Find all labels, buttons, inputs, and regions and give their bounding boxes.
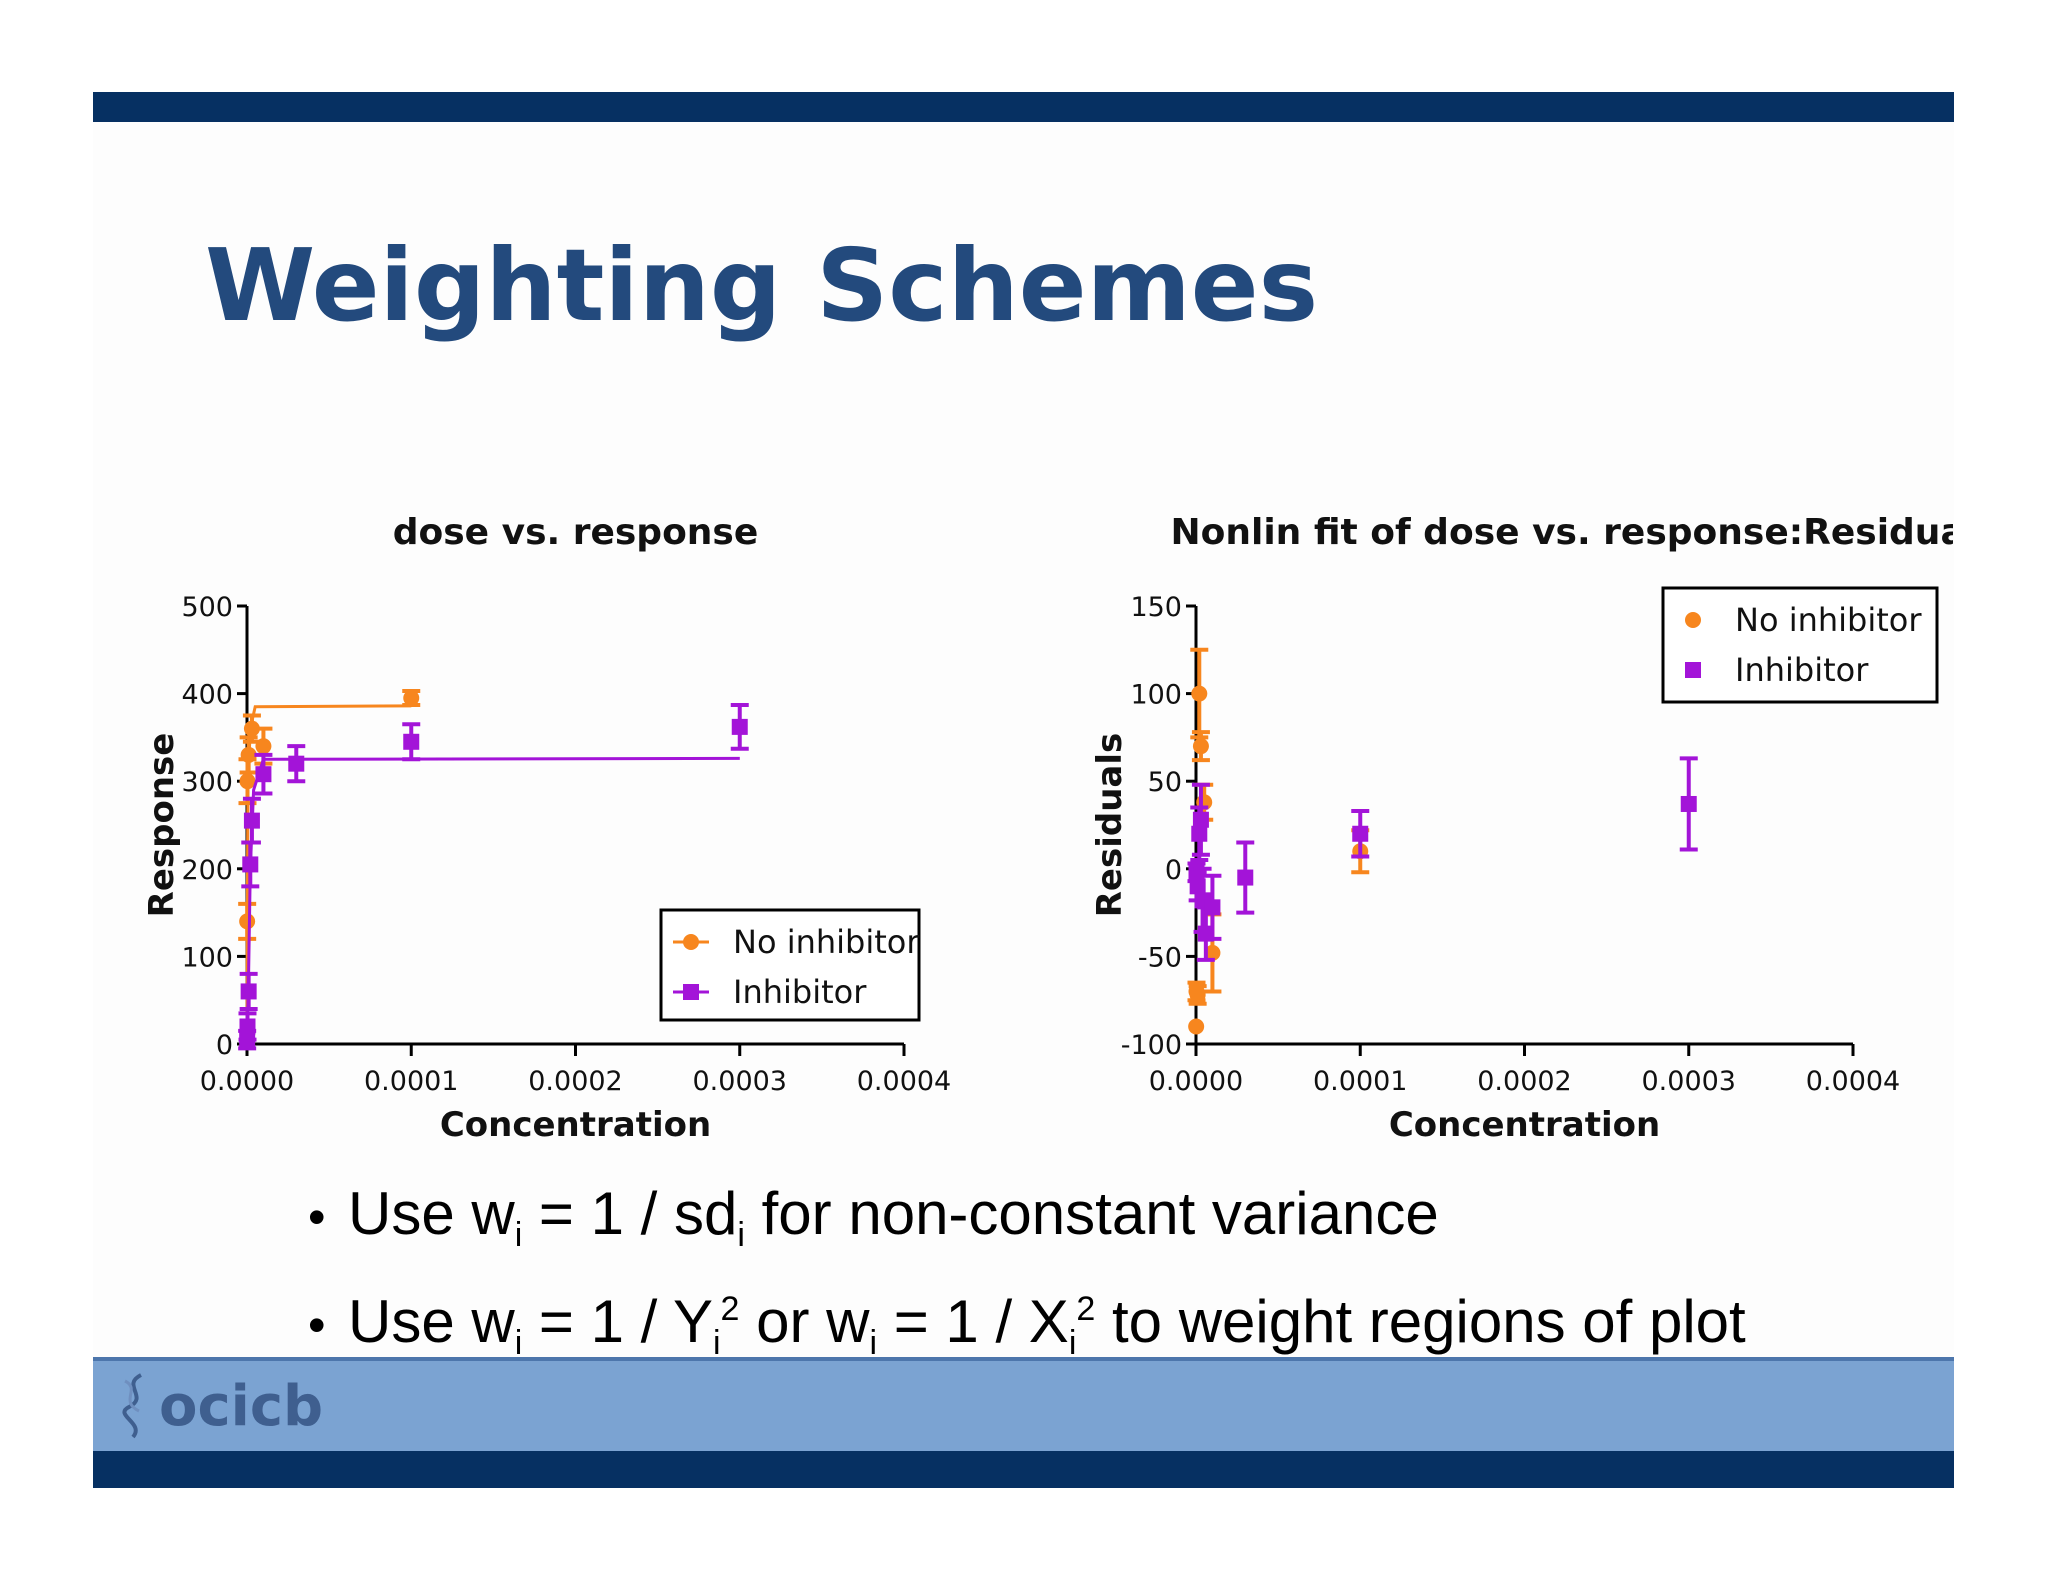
x-tick-label: 0.0001 <box>364 1066 458 1097</box>
data-point-inhibitor <box>1192 811 1209 828</box>
x-tick-label: 0.0004 <box>1806 1066 1900 1097</box>
helix-icon <box>122 1373 143 1439</box>
y-tick-label: -100 <box>1121 1030 1182 1061</box>
y-axis-label: Residuals <box>1090 733 1130 918</box>
data-point-inhibitor <box>242 856 259 873</box>
y-tick-label: 50 <box>1148 767 1182 798</box>
data-point-no-inhibitor <box>1204 944 1221 961</box>
data-point-inhibitor <box>288 755 305 772</box>
data-point-inhibitor <box>731 718 748 735</box>
data-point-inhibitor <box>1680 795 1697 812</box>
legend-label: Inhibitor <box>733 973 867 1011</box>
data-point-inhibitor <box>1352 825 1369 842</box>
data-point-inhibitor <box>239 1018 256 1035</box>
slide-title: Weighting Schemes <box>205 227 1319 344</box>
x-tick-label: 0.0001 <box>1313 1066 1407 1097</box>
chart-title: Nonlin fit of dose vs. response:Residual… <box>1171 512 1954 553</box>
legend-marker-circle <box>683 934 699 950</box>
data-point-inhibitor <box>240 983 257 1000</box>
data-point-no-inhibitor <box>239 773 256 790</box>
y-tick-label: 150 <box>1130 592 1182 623</box>
y-tick-label: 400 <box>181 680 233 711</box>
x-axis-label: Concentration <box>1389 1105 1660 1145</box>
legend-marker-square <box>683 984 699 1000</box>
legend-label: No inhibitor <box>733 923 920 961</box>
x-tick-label: 0.0000 <box>200 1066 294 1097</box>
legend-label: No inhibitor <box>1735 601 1922 639</box>
bullet-item-2: • Use wi = 1 / Yi2 or wi = 1 / Xi2 to wei… <box>308 1288 1746 1362</box>
x-axis-label: Concentration <box>440 1105 711 1145</box>
logo-text: ocicb <box>159 1373 324 1439</box>
x-tick-label: 0.0003 <box>1642 1066 1736 1097</box>
data-point-no-inhibitor <box>240 746 257 763</box>
top-banner <box>93 92 1954 122</box>
x-tick-label: 0.0000 <box>1149 1066 1243 1097</box>
data-point-no-inhibitor <box>403 689 420 706</box>
legend-box <box>1661 586 1939 704</box>
y-tick-label: -50 <box>1138 942 1182 973</box>
y-tick-label: 0 <box>216 1030 233 1061</box>
legend-marker-circle <box>1685 612 1701 628</box>
y-tick-label: 100 <box>1130 680 1182 711</box>
bullet-dot: • <box>308 1189 326 1245</box>
footer-band: ocicb <box>93 1357 1954 1455</box>
bullet-dot: • <box>308 1297 326 1353</box>
ocicb-logo: ocicb <box>115 1371 323 1441</box>
bullet-item-1: • Use wi = 1 / sdi for non-constant varia… <box>308 1180 1439 1254</box>
data-point-inhibitor <box>255 766 272 783</box>
data-point-no-inhibitor <box>1188 1018 1205 1035</box>
y-tick-label: 0 <box>1165 855 1182 886</box>
bottom-banner <box>93 1451 1954 1488</box>
data-point-inhibitor <box>403 733 420 750</box>
data-point-no-inhibitor <box>255 738 272 755</box>
x-tick-label: 0.0002 <box>528 1066 622 1097</box>
y-tick-label: 100 <box>181 942 233 973</box>
residuals-chart: Nonlin fit of dose vs. response:Residual… <box>1090 512 1954 1145</box>
data-point-no-inhibitor <box>1189 986 1206 1003</box>
data-point-no-inhibitor <box>239 913 256 930</box>
y-tick-label: 300 <box>181 767 233 798</box>
legend-box <box>659 908 921 1022</box>
x-tick-label: 0.0004 <box>857 1066 951 1097</box>
data-point-no-inhibitor <box>243 720 260 737</box>
x-tick-label: 0.0002 <box>1477 1066 1571 1097</box>
legend-marker-square <box>1685 662 1701 678</box>
data-point-inhibitor <box>1237 869 1254 886</box>
chart-title: dose vs. response <box>393 512 759 553</box>
x-tick-label: 0.0003 <box>693 1066 787 1097</box>
data-point-inhibitor <box>1204 899 1221 916</box>
y-tick-label: 500 <box>181 592 233 623</box>
slide: Weighting Schemes dose vs. response 0 100 2… <box>93 92 1954 1488</box>
y-tick-label: 200 <box>181 855 233 886</box>
dose-response-chart: dose vs. response 0 100 200 300 400 500 0.0000 0… <box>142 512 951 1145</box>
data-point-no-inhibitor <box>1191 685 1208 702</box>
data-point-inhibitor <box>243 812 260 829</box>
y-axis-label: Response <box>142 733 182 918</box>
bullet-list: • Use wi = 1 / sdi for non-constant varia… <box>308 1177 1746 1380</box>
data-point-no-inhibitor <box>1192 738 1209 755</box>
legend-label: Inhibitor <box>1735 651 1869 689</box>
